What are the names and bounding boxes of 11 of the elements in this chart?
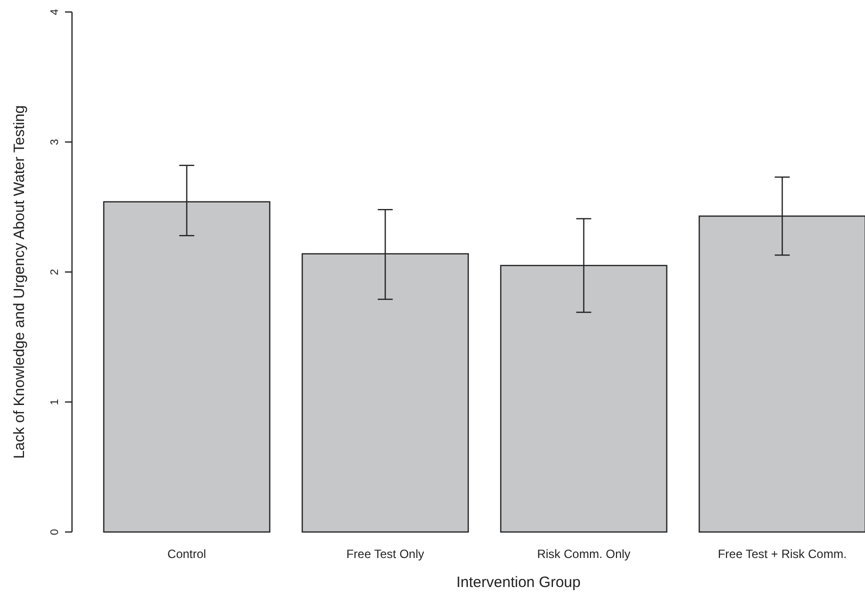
y-tick-label: 3 <box>49 138 61 146</box>
y-tick-label: 4 <box>49 8 61 16</box>
x-tick-label: Risk Comm. Only <box>537 547 630 561</box>
x-tick-label: Free Test Only <box>346 547 424 561</box>
x-axis-title: Intervention Group <box>456 574 581 591</box>
y-tick-label: 2 <box>49 268 61 276</box>
y-tick-label: 1 <box>49 398 61 406</box>
x-tick-label: Control <box>167 547 206 561</box>
y-tick-label: 0 <box>49 528 61 536</box>
y-axis-title: Lack of Knowledge and Urgency About Water Testing <box>11 105 28 459</box>
x-tick-label: Free Test + Risk Comm. <box>718 547 847 561</box>
